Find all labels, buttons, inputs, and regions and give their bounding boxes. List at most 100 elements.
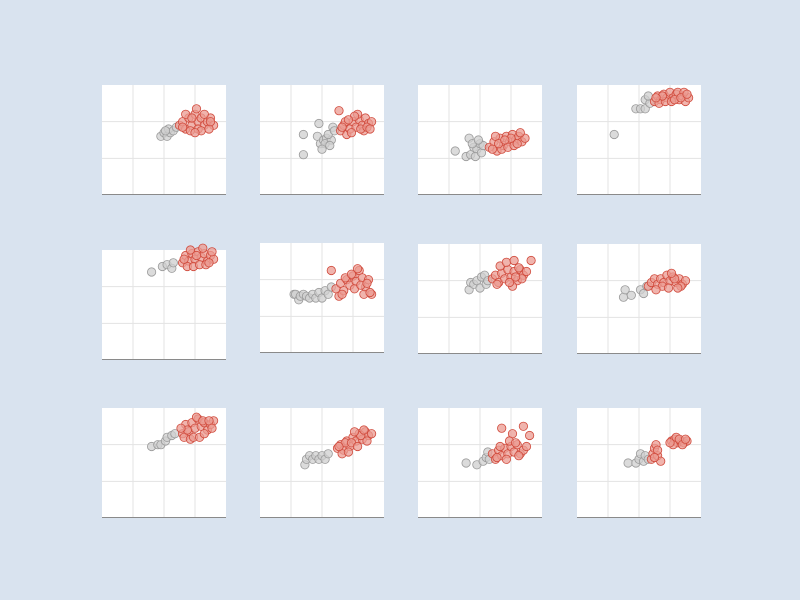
red-point xyxy=(651,93,661,103)
red-point xyxy=(190,128,200,138)
gray-point xyxy=(146,267,157,277)
gray-point xyxy=(626,290,636,300)
gray-point xyxy=(168,258,178,268)
scatter-plot-area xyxy=(102,85,226,195)
red-point xyxy=(326,265,336,276)
red-point xyxy=(185,245,196,255)
gray-point xyxy=(450,146,460,156)
red-point xyxy=(514,263,524,273)
red-point xyxy=(649,452,660,463)
red-point xyxy=(334,106,344,116)
gray-point xyxy=(298,129,309,140)
red-point xyxy=(199,429,209,439)
scatter-panel-11 xyxy=(418,408,542,518)
gray-point xyxy=(623,458,633,468)
scatter-plot-area xyxy=(418,85,542,195)
red-point xyxy=(521,266,532,277)
gray-point xyxy=(620,285,630,295)
scatter-plot-area xyxy=(260,85,384,195)
red-point xyxy=(501,454,512,464)
red-point xyxy=(680,434,691,444)
red-point xyxy=(651,285,661,295)
red-point xyxy=(191,250,202,261)
red-point xyxy=(365,124,375,134)
red-point xyxy=(511,438,521,448)
red-point xyxy=(204,258,214,268)
gray-point xyxy=(298,150,309,160)
red-point xyxy=(362,436,372,446)
scatter-panel-12 xyxy=(577,408,701,518)
red-point xyxy=(343,115,354,125)
red-point xyxy=(205,117,216,127)
red-point xyxy=(495,441,505,452)
gray-point xyxy=(317,144,327,154)
red-point xyxy=(515,128,525,138)
red-point xyxy=(512,139,522,149)
scatter-plot-area xyxy=(260,408,384,518)
red-point xyxy=(337,289,347,299)
gray-point xyxy=(618,292,629,302)
red-point xyxy=(199,109,209,119)
red-point xyxy=(362,278,372,288)
red-point xyxy=(343,447,354,457)
scatter-plot-area xyxy=(577,244,701,354)
red-point xyxy=(514,451,524,461)
scatter-plot-area xyxy=(102,408,226,518)
red-point xyxy=(504,277,515,288)
red-point xyxy=(176,423,186,433)
red-point xyxy=(187,113,197,123)
scatter-panel-5 xyxy=(102,243,226,360)
red-point xyxy=(497,423,507,433)
scatter-plot-area xyxy=(577,408,701,518)
red-point xyxy=(511,272,521,282)
scatter-panel-10 xyxy=(260,408,384,518)
red-point xyxy=(518,421,529,431)
gray-point xyxy=(461,458,471,468)
gray-point xyxy=(473,135,484,145)
red-point xyxy=(500,135,510,145)
red-point xyxy=(501,257,512,267)
red-point xyxy=(346,269,357,279)
red-point xyxy=(663,283,674,293)
red-point xyxy=(359,425,369,435)
red-point xyxy=(526,255,536,266)
red-point xyxy=(682,89,692,99)
scatter-panel-2 xyxy=(260,85,384,195)
red-point xyxy=(207,423,217,433)
red-point xyxy=(207,247,217,257)
red-point xyxy=(198,243,208,253)
gray-point xyxy=(325,140,335,151)
red-point xyxy=(666,268,677,278)
red-point xyxy=(521,441,532,452)
red-point xyxy=(367,429,377,439)
red-point xyxy=(353,441,363,452)
red-point xyxy=(349,427,360,437)
scatter-panel-6 xyxy=(260,243,384,353)
gray-point xyxy=(160,126,171,136)
red-point xyxy=(334,441,344,452)
red-point xyxy=(665,438,675,448)
scatter-panel-8 xyxy=(577,244,701,354)
red-point xyxy=(492,279,502,289)
scatter-panel-1 xyxy=(102,85,226,195)
red-point xyxy=(365,287,375,298)
red-point xyxy=(487,144,498,154)
scatter-plot-area xyxy=(577,85,701,195)
red-point xyxy=(353,264,363,274)
gray-point xyxy=(323,449,333,459)
red-point xyxy=(179,254,189,264)
scatter-plot-area xyxy=(418,408,542,518)
red-point xyxy=(178,122,188,132)
gray-point xyxy=(609,129,619,140)
red-point xyxy=(346,128,357,138)
scatter-panel-4 xyxy=(577,85,701,195)
scatter-plot-area xyxy=(260,243,384,353)
scatter-plot-area xyxy=(418,244,542,354)
red-point xyxy=(191,104,202,114)
scatter-panel-3 xyxy=(418,85,542,195)
red-point xyxy=(673,283,683,293)
red-point xyxy=(337,122,347,132)
scatter-panel-7 xyxy=(418,244,542,354)
red-point xyxy=(492,452,502,463)
